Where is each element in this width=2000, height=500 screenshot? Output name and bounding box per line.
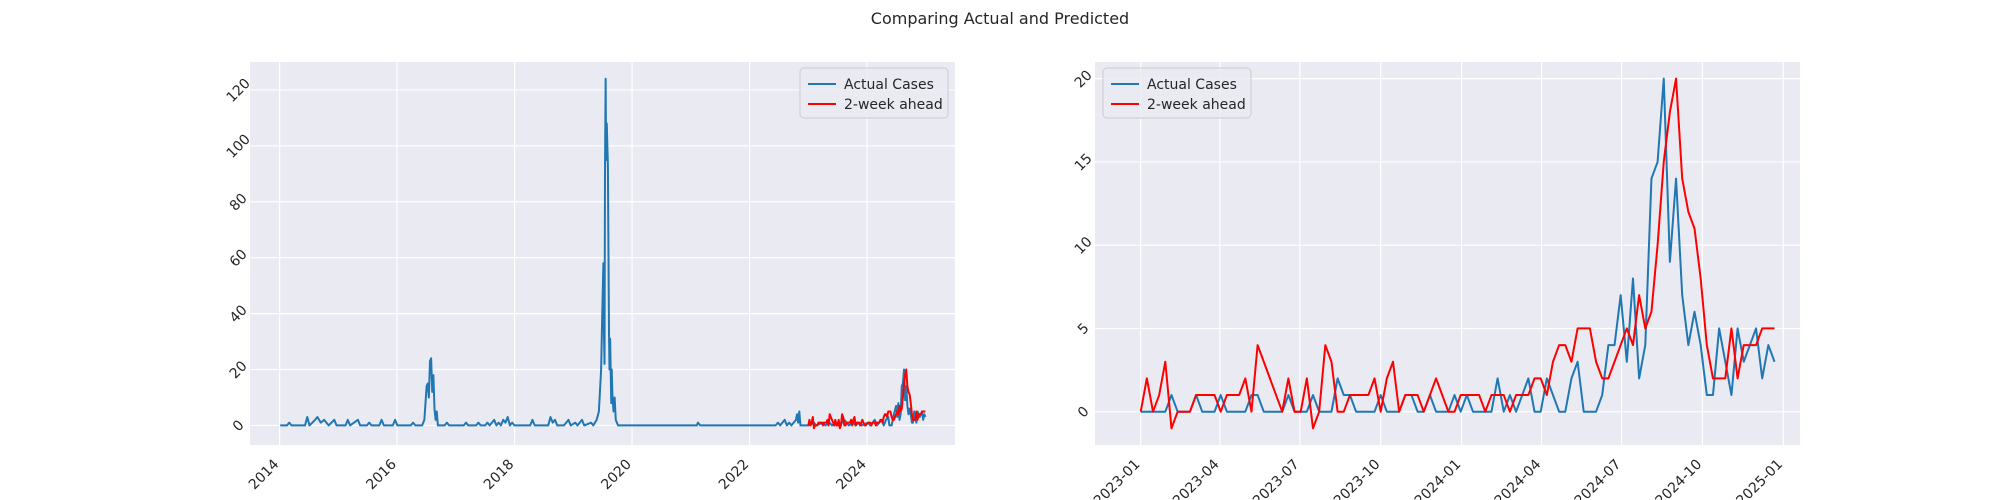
series-line-actual-cases [280,77,927,427]
x-tick-label: 2024-04 [1492,456,1545,500]
legend-entry: 2-week ahead [1147,97,1246,113]
y-tick-label: 120 [224,76,254,106]
x-tick-label: 2020 [598,457,635,494]
plot-area [250,62,955,445]
chart-right: 2023-01 2023-04 2023-07 2023-10 2024-01 2024-… [1072,62,1800,500]
series-line-2-week-ahead [1139,77,1775,430]
x-tick-label: 2024-10 [1653,457,1706,500]
y-tick-label: 60 [227,246,251,270]
y-tick-label: 5 [1075,320,1093,338]
y-tick-label: 0 [230,417,248,435]
y-tick-label: 100 [224,131,254,161]
y-tick-label: 10 [1072,234,1096,258]
y-tick-label: 20 [1072,67,1096,91]
x-tick-label: 2014 [246,456,283,493]
plot-area [1095,62,1800,445]
x-tick-label: 2016 [363,456,400,493]
x-tick-label: 2023-10 [1331,457,1384,500]
x-tick-label: 2023-04 [1170,456,1223,500]
chart-left: 2014 2016 2018 2020 2022 2024 0 20 40 60 80 100 120 A… [224,62,955,493]
x-tick-label: 2024 [833,456,870,493]
x-tick-label: 2024-07 [1572,457,1625,500]
x-tick-label: 2023-01 [1091,457,1144,500]
legend: Actual Cases 2-week ahead [799,67,949,119]
x-tick-label: 2023-07 [1250,457,1303,500]
series-line-2-week-ahead [807,368,926,430]
legend-entry: Actual Cases [844,77,934,93]
y-tick-label: 80 [227,191,251,215]
figure-title: Comparing Actual and Predicted [871,9,1129,28]
x-tick-label: 2024-01 [1412,457,1465,500]
legend-entry: Actual Cases [1147,77,1237,93]
y-tick-label: 0 [1075,404,1093,422]
y-tick-label: 15 [1072,151,1096,175]
legend: Actual Cases 2-week ahead [1102,67,1252,119]
y-tick-label: 20 [227,358,251,382]
legend-entry: 2-week ahead [844,97,943,113]
y-tick-label: 40 [227,302,251,326]
legend-frame [1102,67,1252,119]
x-tick-label: 2025-01 [1733,457,1786,500]
legend-frame [799,67,949,119]
x-tick-label: 2018 [481,457,518,494]
x-tick-label: 2022 [716,457,753,494]
